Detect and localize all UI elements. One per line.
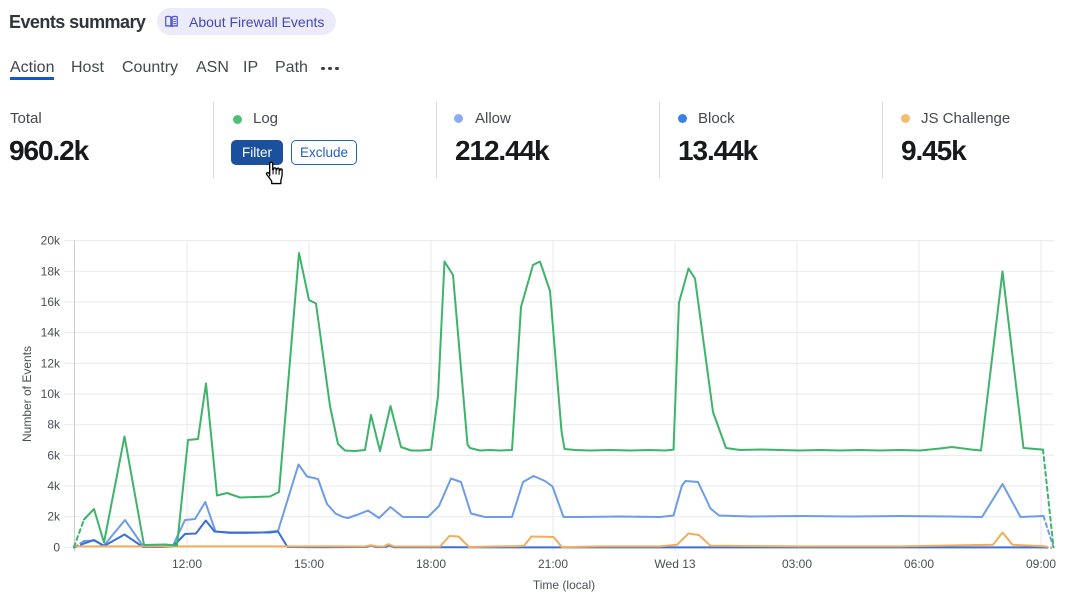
svg-text:Wed 13: Wed 13: [654, 557, 695, 571]
svg-text:16k: 16k: [41, 295, 61, 309]
svg-text:14k: 14k: [41, 326, 61, 340]
svg-text:0: 0: [53, 540, 60, 554]
svg-text:18k: 18k: [41, 264, 61, 278]
svg-text:Number of Events: Number of Events: [20, 346, 34, 442]
svg-text:12k: 12k: [41, 356, 61, 370]
svg-text:2k: 2k: [47, 510, 61, 524]
svg-text:15:00: 15:00: [294, 557, 324, 571]
svg-text:03:00: 03:00: [782, 557, 812, 571]
svg-text:6k: 6k: [47, 448, 61, 462]
svg-text:10k: 10k: [41, 387, 61, 401]
svg-text:12:00: 12:00: [172, 557, 202, 571]
svg-text:18:00: 18:00: [416, 557, 446, 571]
svg-text:Time (local): Time (local): [533, 578, 595, 592]
svg-text:21:00: 21:00: [538, 557, 568, 571]
svg-text:8k: 8k: [47, 418, 61, 432]
svg-text:09:00: 09:00: [1026, 557, 1056, 571]
svg-text:20k: 20k: [41, 234, 61, 248]
svg-text:06:00: 06:00: [904, 557, 934, 571]
svg-text:4k: 4k: [47, 479, 61, 493]
